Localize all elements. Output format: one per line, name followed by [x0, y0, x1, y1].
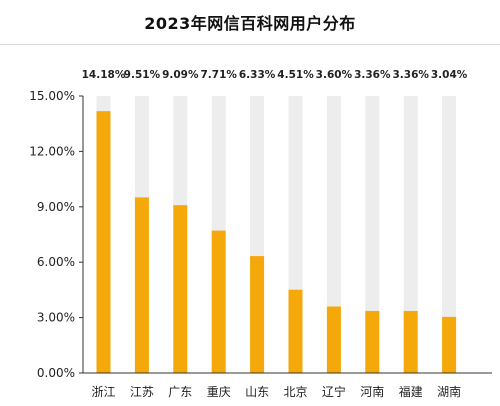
data-label: 14.18%	[82, 69, 126, 81]
bar	[250, 256, 265, 373]
x-tick-label: 江苏	[130, 385, 154, 399]
data-label: 9.09%	[162, 69, 199, 81]
bar	[96, 111, 111, 373]
title-bar: 2023年网信百科网用户分布	[0, 0, 500, 45]
data-label: 3.60%	[316, 69, 353, 81]
data-label: 3.36%	[392, 69, 429, 81]
data-label: 4.51%	[277, 69, 314, 81]
x-tick-label: 广东	[168, 385, 192, 399]
y-tick-label: 0.00%	[37, 366, 75, 380]
bar-track	[326, 96, 341, 373]
chart-title: 2023年网信百科网用户分布	[144, 14, 356, 33]
y-tick-label: 15.00%	[29, 89, 75, 103]
x-tick-label: 福建	[399, 384, 423, 399]
bar	[211, 230, 226, 373]
bar	[326, 306, 341, 373]
x-tick-label: 湖南	[437, 384, 461, 399]
bar	[134, 197, 149, 373]
bar-track	[403, 96, 418, 373]
data-label: 6.33%	[239, 69, 276, 81]
bar	[365, 310, 380, 373]
x-tick-label: 山东	[245, 385, 269, 399]
y-tick-label: 6.00%	[37, 255, 75, 269]
x-tick-label: 浙江	[91, 385, 115, 399]
y-tick-label: 12.00%	[29, 144, 75, 158]
data-label: 7.71%	[200, 69, 237, 81]
x-tick-label: 北京	[283, 385, 307, 399]
x-tick-label: 河南	[360, 384, 384, 399]
data-label: 3.36%	[354, 69, 391, 81]
bar-track	[365, 96, 380, 373]
x-tick-label: 辽宁	[322, 384, 346, 399]
bar	[403, 310, 418, 373]
y-tick-label: 3.00%	[37, 311, 75, 325]
bar-track	[442, 96, 457, 373]
bar	[288, 289, 303, 373]
x-tick-label: 重庆	[207, 385, 231, 399]
bar	[173, 205, 188, 373]
data-label: 9.51%	[124, 69, 161, 81]
y-tick-label: 9.00%	[37, 200, 75, 214]
bar	[442, 316, 457, 373]
data-label: 3.04%	[431, 69, 468, 81]
